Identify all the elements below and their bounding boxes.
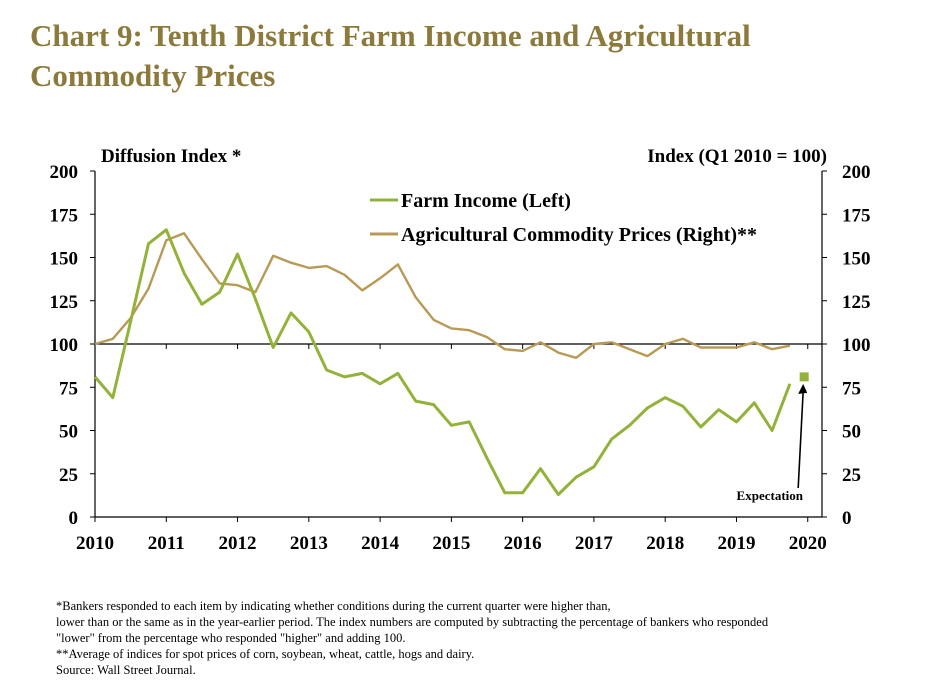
right-axis-title: Index (Q1 2010 = 100) bbox=[647, 146, 827, 167]
right-tick-label: 50 bbox=[842, 422, 861, 443]
series-line-commodity-prices bbox=[94, 232, 791, 359]
x-tick-label: 2012 bbox=[219, 533, 257, 554]
right-tick-label: 25 bbox=[842, 465, 861, 486]
left-tick-label: 0 bbox=[69, 508, 79, 529]
chart-frame bbox=[94, 171, 823, 518]
x-tick-label: 2011 bbox=[148, 533, 185, 554]
footnotes: *Bankers responded to each item by indic… bbox=[56, 598, 916, 678]
x-tick-label: 2020 bbox=[789, 533, 827, 554]
left-axis-ticks: 0 25 50 75 100 125 150 175 200 bbox=[50, 162, 95, 529]
footnote-line: **Average of indices for spot prices of … bbox=[56, 647, 475, 661]
expectation-annotation: Expectation bbox=[737, 372, 809, 503]
x-tick-label: 2014 bbox=[361, 533, 400, 554]
right-tick-label: 175 bbox=[842, 205, 871, 226]
expectation-label: Expectation bbox=[737, 488, 804, 503]
series-line-farm-income bbox=[93, 228, 792, 496]
left-tick-label: 75 bbox=[59, 378, 78, 399]
expectation-marker bbox=[799, 372, 809, 382]
right-tick-label: 125 bbox=[842, 292, 871, 313]
series-layer bbox=[93, 228, 792, 496]
right-tick-label: 100 bbox=[842, 335, 871, 356]
left-tick-label: 25 bbox=[59, 465, 78, 486]
footnote-line: lower than or the same as in the year-ea… bbox=[56, 615, 769, 629]
legend-label-farm-income: Farm Income (Left) bbox=[401, 190, 571, 212]
legend-label-commodity-prices: Agricultural Commodity Prices (Right)** bbox=[401, 224, 757, 246]
x-tick-label: 2013 bbox=[290, 533, 328, 554]
x-tick-label: 2016 bbox=[504, 533, 542, 554]
chart-title: Chart 9: Tenth District Farm Income and … bbox=[30, 18, 751, 93]
right-tick-label: 150 bbox=[842, 249, 871, 270]
right-axis-ticks: 0 25 50 75 100 125 150 175 200 bbox=[822, 162, 871, 529]
x-axis-ticks: 2010 2011 2012 2013 2014 2015 2016 2017 2018 2019… bbox=[76, 344, 827, 554]
x-tick-label: 2019 bbox=[717, 533, 755, 554]
left-tick-label: 125 bbox=[50, 292, 79, 313]
left-tick-label: 200 bbox=[50, 162, 79, 183]
left-axis-title: Diffusion Index * bbox=[101, 146, 241, 167]
expectation-arrow bbox=[797, 390, 804, 489]
left-tick-label: 100 bbox=[50, 335, 79, 356]
x-tick-label: 2015 bbox=[432, 533, 470, 554]
left-tick-label: 150 bbox=[50, 249, 79, 270]
source-line: Source: Wall Street Journal. bbox=[56, 663, 196, 677]
legend: Farm Income (Left) Agricultural Commodit… bbox=[370, 190, 757, 246]
right-tick-label: 0 bbox=[842, 508, 852, 529]
footnote-line: *Bankers responded to each item by indic… bbox=[56, 599, 611, 613]
x-tick-label: 2018 bbox=[646, 533, 684, 554]
expectation-arrowhead bbox=[798, 383, 808, 394]
footnote-line: "lower" from the percentage who responde… bbox=[56, 631, 406, 645]
line-chart: Diffusion Index * Index (Q1 2010 = 100) … bbox=[50, 146, 871, 554]
right-tick-label: 75 bbox=[842, 378, 861, 399]
right-tick-label: 200 bbox=[842, 162, 871, 183]
x-tick-label: 2017 bbox=[575, 533, 614, 554]
x-tick-label: 2010 bbox=[76, 533, 114, 554]
left-tick-label: 175 bbox=[50, 205, 79, 226]
left-tick-label: 50 bbox=[59, 422, 78, 443]
